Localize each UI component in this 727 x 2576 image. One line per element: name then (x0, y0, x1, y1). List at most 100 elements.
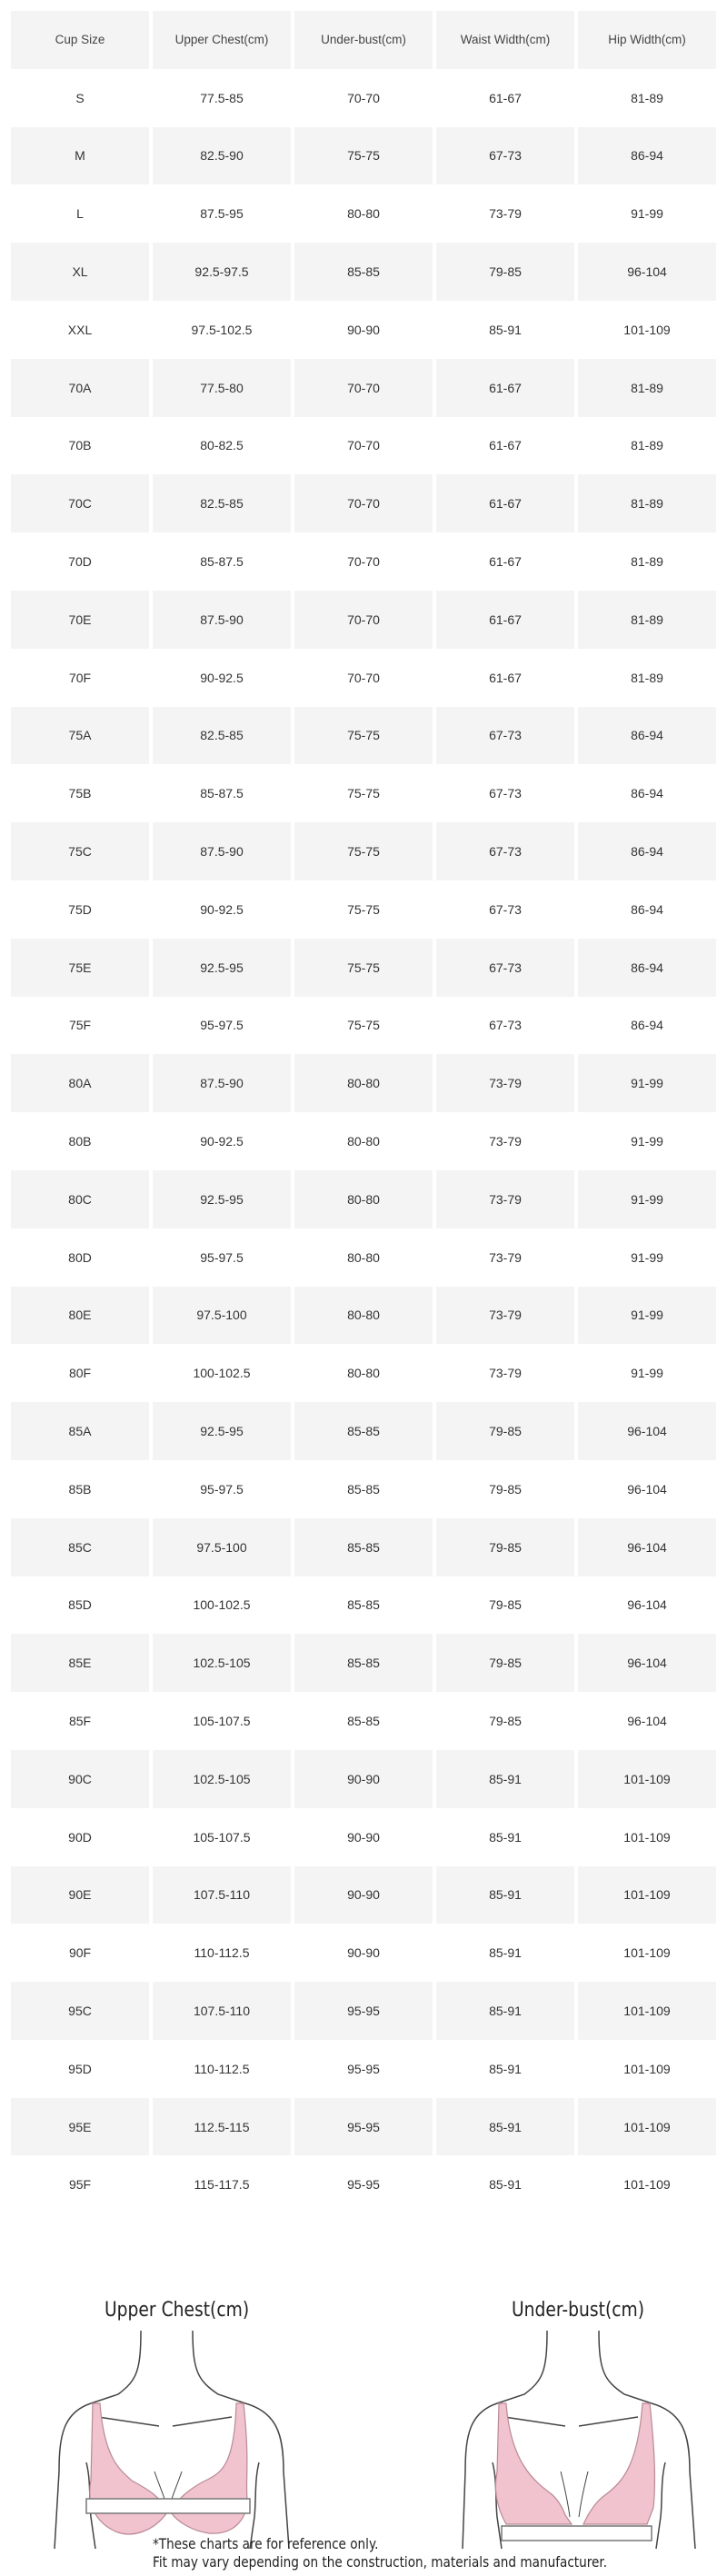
table-cell: 97.5-102.5 (191, 322, 253, 337)
table-cell: 86-94 (631, 1018, 663, 1033)
table-cell: 61-67 (436, 474, 574, 533)
table-cell: 91-99 (631, 1249, 663, 1265)
table-cell: 90E (11, 1865, 149, 1925)
table-cell: 107.5-110 (153, 1982, 291, 2040)
table-cell: 77.5-80 (153, 358, 291, 417)
table-row: 90C 102.5-105 90-90 85-91 101-109 (11, 1749, 718, 1808)
table-cell: 110-112.5 (194, 2061, 250, 2076)
table-cell: 85-87.5 (200, 786, 244, 801)
disclaimer-line-2: Fit may vary depending on the constructi… (153, 2553, 608, 2571)
table-cell: 90-90 (347, 1829, 380, 1845)
table-cell: 91-99 (578, 1169, 716, 1228)
table-cell: 70-70 (347, 90, 380, 105)
table-cell: 81-89 (578, 358, 716, 417)
table-cell: 61-67 (489, 438, 522, 453)
table-cell: 86-94 (578, 126, 716, 185)
table-cell: 97.5-100 (153, 1517, 291, 1576)
header-cell: Under-bust(cm) (294, 11, 433, 69)
table-cell: 90C (11, 1749, 149, 1808)
table-row: 80D 95-97.5 80-80 73-79 91-99 (11, 1228, 718, 1287)
table-cell: 91-99 (631, 206, 663, 222)
table-cell: 101-109 (578, 2097, 716, 2156)
table-cell: 90-92.5 (200, 1134, 244, 1149)
table-cell: 86-94 (578, 706, 716, 765)
table-row: 95E 112.5-115 95-95 85-91 101-109 (11, 2097, 718, 2156)
table-cell: 101-109 (578, 1749, 716, 1808)
table-cell: 86-94 (578, 938, 716, 997)
table-cell: 80-80 (294, 1054, 433, 1113)
table-cell: 86-94 (631, 901, 663, 917)
table-cell: 70-70 (294, 590, 433, 649)
header-cell: Upper Chest(cm) (153, 11, 291, 69)
table-cell: 73-79 (489, 206, 522, 222)
table-cell: 70B (68, 438, 92, 453)
table-cell: 87.5-90 (153, 1054, 291, 1113)
table-cell: 85-85 (294, 1402, 433, 1460)
table-cell: 61-67 (436, 358, 574, 417)
table-cell: 70-70 (347, 670, 380, 685)
table-row: S 77.5-85 70-70 61-67 81-89 (11, 69, 718, 127)
table-cell: 91-99 (578, 1286, 716, 1345)
table-cell: 90-90 (294, 1749, 433, 1808)
table-cell: 67-73 (489, 1018, 522, 1033)
table-cell: 90-92.5 (200, 901, 244, 917)
table-cell: 80C (11, 1169, 149, 1228)
table-cell: 75D (68, 901, 92, 917)
table-cell: 81-89 (631, 438, 663, 453)
table-cell: 101-109 (623, 2061, 671, 2076)
table-row: 70E 87.5-90 70-70 61-67 81-89 (11, 590, 718, 649)
table-row: 85E 102.5-105 85-85 79-85 96-104 (11, 1634, 718, 1693)
table-cell: 80-80 (347, 206, 380, 222)
table-cell: 70E (11, 590, 149, 649)
table-cell: 95E (11, 2097, 149, 2156)
table-cell: 67-73 (489, 901, 522, 917)
table-cell: 85-85 (294, 1517, 433, 1576)
table-cell: 96-104 (578, 1402, 716, 1460)
table-cell: 70D (68, 554, 92, 570)
table-cell: 101-109 (578, 1982, 716, 2040)
table-row: 80E 97.5-100 80-80 73-79 91-99 (11, 1286, 718, 1345)
table-cell: 96-104 (578, 243, 716, 301)
table-cell: 87.5-90 (153, 822, 291, 880)
table-cell: 75E (11, 938, 149, 997)
table-cell: 82.5-90 (153, 126, 291, 185)
table-row: 80C 92.5-95 80-80 73-79 91-99 (11, 1169, 718, 1228)
table-cell: 95-95 (347, 2061, 380, 2076)
table-cell: 85B (68, 1481, 92, 1497)
table-cell: M (11, 126, 149, 185)
table-cell: 115-117.5 (194, 2177, 250, 2193)
table-cell: 61-67 (436, 590, 574, 649)
table-cell: 85-91 (436, 1982, 574, 2040)
table-cell: 75B (68, 786, 92, 801)
table-cell: 85-91 (436, 2097, 574, 2156)
table-cell: 105-107.5 (193, 1829, 251, 1845)
table-cell: 75-75 (294, 822, 433, 880)
table-row: 90E 107.5-110 90-90 85-91 101-109 (11, 1865, 718, 1925)
table-cell: 80B (68, 1134, 92, 1149)
table-row: 75C 87.5-90 75-75 67-73 86-94 (11, 822, 718, 880)
table-row: 70B 80-82.5 70-70 61-67 81-89 (11, 417, 718, 475)
table-cell: 85-85 (347, 1597, 380, 1613)
table-row: 80A 87.5-90 80-80 73-79 91-99 (11, 1054, 718, 1113)
table-cell: 82.5-85 (153, 474, 291, 533)
table-cell: 75-75 (294, 126, 433, 185)
table-cell: 95-95 (347, 2177, 380, 2193)
table-cell: 85-85 (347, 1481, 380, 1497)
table-cell: 70-70 (347, 438, 380, 453)
table-cell: 73-79 (489, 1249, 522, 1265)
table-cell: 73-79 (436, 1169, 574, 1228)
table-cell: 75-75 (294, 706, 433, 765)
table-cell: 75-75 (347, 786, 380, 801)
size-chart-table: Cup Size Upper Chest(cm) Under-bust(cm) Wai… (11, 11, 718, 2213)
table-cell: XXL (67, 322, 93, 337)
table-cell: 96-104 (627, 1481, 667, 1497)
table-cell: 75C (11, 822, 149, 880)
table-cell: 95C (11, 1982, 149, 2040)
table-cell: 79-85 (489, 1597, 522, 1613)
table-cell: 80E (11, 1286, 149, 1345)
table-cell: 85-87.5 (200, 554, 244, 570)
table-cell: 79-85 (489, 1481, 522, 1497)
table-row: 75E 92.5-95 75-75 67-73 86-94 (11, 938, 718, 997)
table-cell: 102.5-105 (153, 1634, 291, 1693)
table-cell: 70F (68, 670, 92, 685)
